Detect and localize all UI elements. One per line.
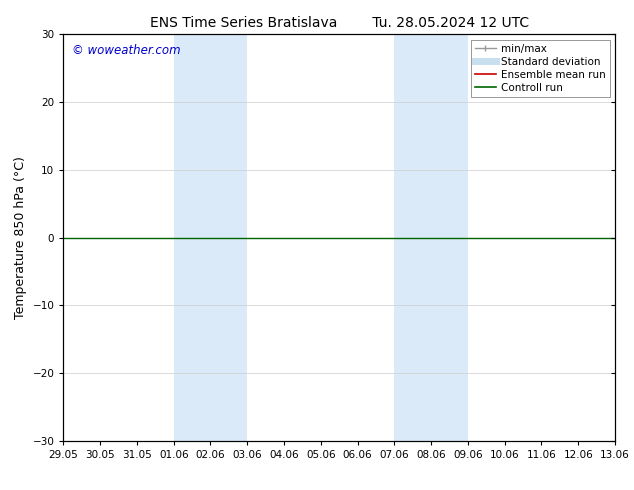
Bar (394, 34, 468, 441)
Text: © woweather.com: © woweather.com (72, 45, 180, 57)
Legend: min/max, Standard deviation, Ensemble mean run, Controll run: min/max, Standard deviation, Ensemble me… (470, 40, 610, 97)
Title: ENS Time Series Bratislava        Tu. 28.05.2024 12 UTC: ENS Time Series Bratislava Tu. 28.05.202… (150, 16, 529, 30)
Bar (174, 34, 247, 441)
Y-axis label: Temperature 850 hPa (°C): Temperature 850 hPa (°C) (14, 156, 27, 319)
